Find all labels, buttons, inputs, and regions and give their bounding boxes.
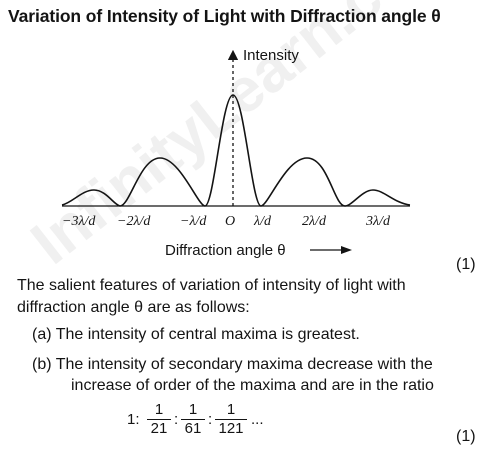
ratio-colon: : bbox=[208, 411, 213, 428]
fraction-denominator: 121 bbox=[215, 419, 247, 438]
x-tick-label: −λ/d bbox=[180, 214, 207, 229]
fraction-numerator: 1 bbox=[188, 401, 198, 418]
fraction-numerator: 1 bbox=[154, 401, 164, 418]
fraction-denominator: 61 bbox=[181, 419, 205, 438]
diffraction-diagram: Intensity −3λ/d −2λ/d −λ/d O λ/d 2λ/d 3λ… bbox=[61, 47, 411, 259]
x-tick-label: 2λ/d bbox=[302, 214, 327, 229]
ratio-colon: : bbox=[174, 411, 179, 428]
ratio-ellipsis: ... bbox=[251, 411, 264, 428]
origin-label: O bbox=[225, 214, 235, 229]
x-tick-label: 3λ/d bbox=[365, 214, 391, 229]
point-b-line-1: (b) The intensity of secondary maxima de… bbox=[32, 356, 433, 373]
x-tick-label: λ/d bbox=[253, 214, 272, 229]
intensity-curve bbox=[61, 94, 411, 207]
x-axis-arrowhead bbox=[341, 246, 352, 254]
intro-line-2: diffraction angle θ are as follows: bbox=[17, 299, 250, 316]
ratio-fraction: 1 21 bbox=[147, 401, 171, 438]
marks-label: (1) bbox=[456, 428, 476, 445]
ratio-fraction: 1 61 bbox=[181, 401, 205, 438]
fraction-denominator: 21 bbox=[147, 419, 171, 438]
point-b-line-2: increase of order of the maxima and are … bbox=[71, 377, 434, 394]
intro-line-1: The salient features of variation of int… bbox=[17, 277, 406, 294]
intensity-axis-label: Intensity bbox=[243, 47, 299, 64]
x-tick-label: −2λ/d bbox=[117, 214, 151, 229]
marks-label: (1) bbox=[456, 256, 476, 273]
point-a: (a) The intensity of central maxima is g… bbox=[32, 326, 360, 343]
x-tick-label: −3λ/d bbox=[62, 214, 96, 229]
x-axis-label: Diffraction angle θ bbox=[165, 242, 286, 259]
ratio-lead: 1: bbox=[127, 411, 140, 428]
ratio-fraction: 1 121 bbox=[215, 401, 247, 438]
fraction-numerator: 1 bbox=[226, 401, 236, 418]
page-heading: Variation of Intensity of Light with Dif… bbox=[8, 6, 441, 26]
